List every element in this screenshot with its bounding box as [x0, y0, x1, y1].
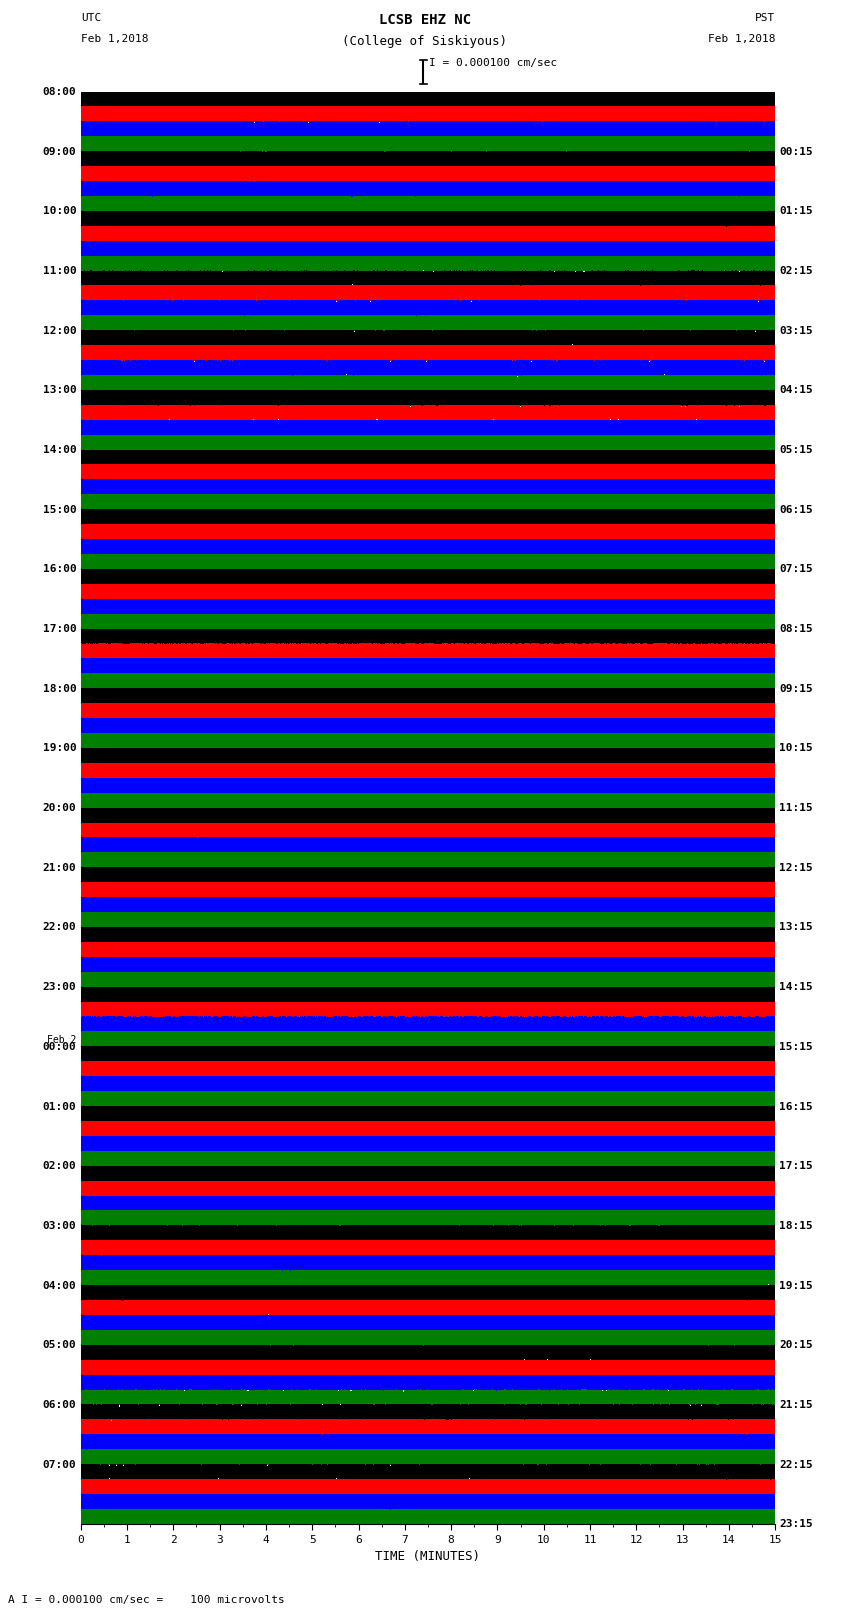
Text: Feb 1,2018: Feb 1,2018 [81, 34, 148, 44]
Text: UTC: UTC [81, 13, 101, 23]
Text: 15:15: 15:15 [779, 1042, 813, 1052]
Text: 20:00: 20:00 [42, 803, 76, 813]
Text: 17:00: 17:00 [42, 624, 76, 634]
Text: 08:00: 08:00 [42, 87, 76, 97]
Text: Feb 2: Feb 2 [47, 1036, 76, 1045]
Text: 19:15: 19:15 [779, 1281, 813, 1290]
Text: 16:15: 16:15 [779, 1102, 813, 1111]
Text: 14:00: 14:00 [42, 445, 76, 455]
Text: 01:15: 01:15 [779, 206, 813, 216]
Text: 19:00: 19:00 [42, 744, 76, 753]
Text: 05:15: 05:15 [779, 445, 813, 455]
Text: 18:00: 18:00 [42, 684, 76, 694]
Text: 00:00: 00:00 [42, 1042, 76, 1052]
Text: 14:15: 14:15 [779, 982, 813, 992]
Text: I = 0.000100 cm/sec: I = 0.000100 cm/sec [429, 58, 558, 68]
Text: 07:00: 07:00 [42, 1460, 76, 1469]
Text: (College of Siskiyous): (College of Siskiyous) [343, 35, 507, 48]
Text: 07:15: 07:15 [779, 565, 813, 574]
Text: 18:15: 18:15 [779, 1221, 813, 1231]
Text: A I = 0.000100 cm/sec =    100 microvolts: A I = 0.000100 cm/sec = 100 microvolts [8, 1595, 286, 1605]
Text: 21:15: 21:15 [779, 1400, 813, 1410]
Text: 12:15: 12:15 [779, 863, 813, 873]
Text: 11:00: 11:00 [42, 266, 76, 276]
Text: 05:00: 05:00 [42, 1340, 76, 1350]
Text: 04:15: 04:15 [779, 386, 813, 395]
Text: 23:00: 23:00 [42, 982, 76, 992]
Text: 02:00: 02:00 [42, 1161, 76, 1171]
Text: 09:00: 09:00 [42, 147, 76, 156]
Text: 03:00: 03:00 [42, 1221, 76, 1231]
Text: Feb 1,2018: Feb 1,2018 [708, 34, 775, 44]
Text: LCSB EHZ NC: LCSB EHZ NC [379, 13, 471, 27]
Text: 03:15: 03:15 [779, 326, 813, 336]
Text: 01:00: 01:00 [42, 1102, 76, 1111]
Text: 13:00: 13:00 [42, 386, 76, 395]
Text: 22:00: 22:00 [42, 923, 76, 932]
Text: 08:15: 08:15 [779, 624, 813, 634]
Text: 12:00: 12:00 [42, 326, 76, 336]
Text: 13:15: 13:15 [779, 923, 813, 932]
Text: 20:15: 20:15 [779, 1340, 813, 1350]
Text: 15:00: 15:00 [42, 505, 76, 515]
Text: PST: PST [755, 13, 775, 23]
Text: 17:15: 17:15 [779, 1161, 813, 1171]
Text: 02:15: 02:15 [779, 266, 813, 276]
X-axis label: TIME (MINUTES): TIME (MINUTES) [376, 1550, 480, 1563]
Text: 10:15: 10:15 [779, 744, 813, 753]
Text: 06:15: 06:15 [779, 505, 813, 515]
Text: 06:00: 06:00 [42, 1400, 76, 1410]
Text: 04:00: 04:00 [42, 1281, 76, 1290]
Text: 23:15: 23:15 [779, 1519, 813, 1529]
Text: 16:00: 16:00 [42, 565, 76, 574]
Text: 00:15: 00:15 [779, 147, 813, 156]
Text: 21:00: 21:00 [42, 863, 76, 873]
Text: 22:15: 22:15 [779, 1460, 813, 1469]
Text: 09:15: 09:15 [779, 684, 813, 694]
Text: 11:15: 11:15 [779, 803, 813, 813]
Text: 10:00: 10:00 [42, 206, 76, 216]
